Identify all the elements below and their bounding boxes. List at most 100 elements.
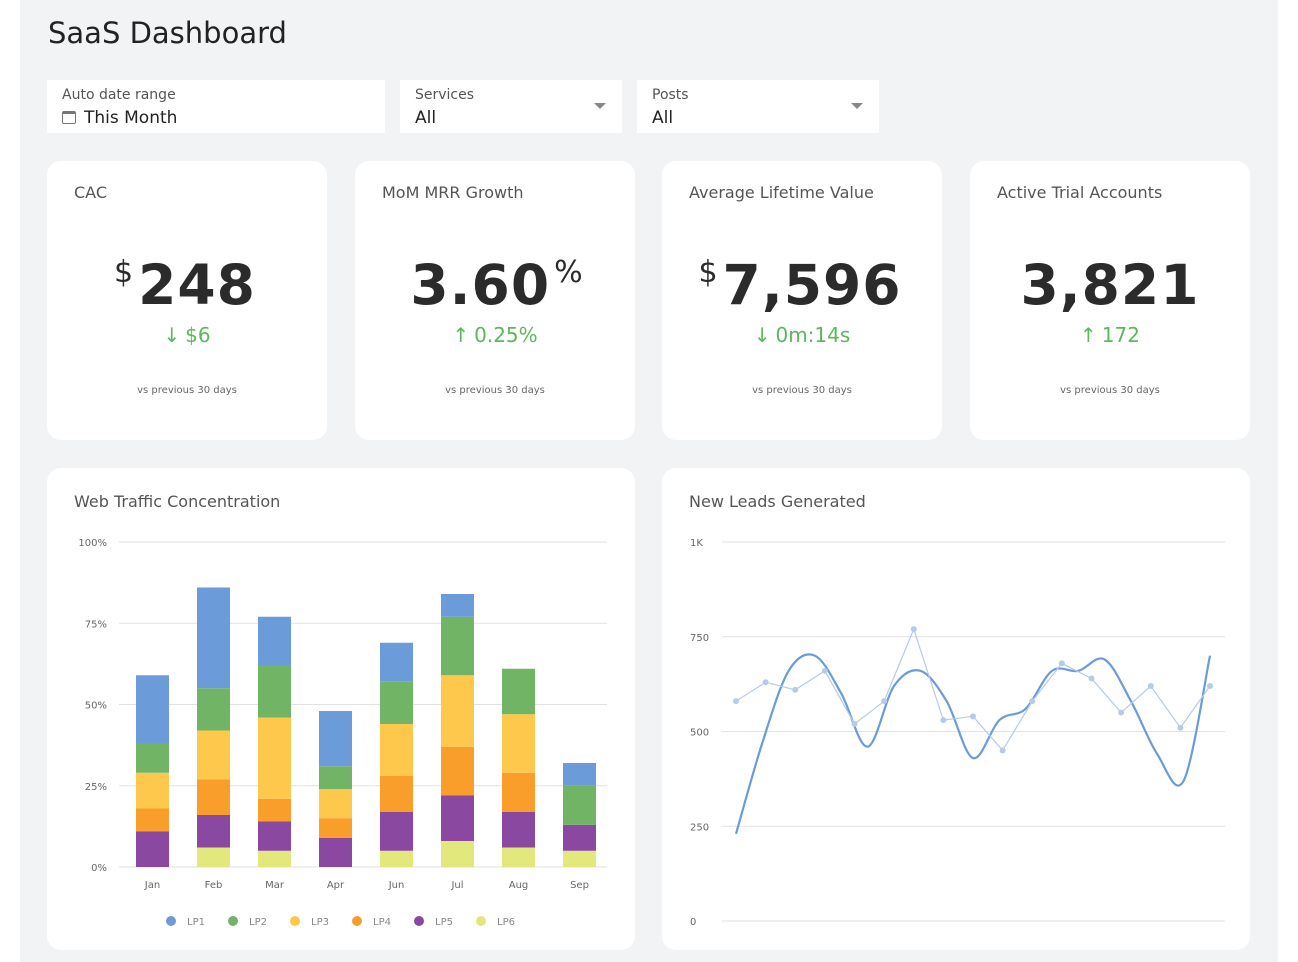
bar-segment-lp1: [197, 587, 230, 689]
arrow-up-icon: ↑: [1080, 323, 1097, 347]
chevron-down-icon[interactable]: [851, 103, 863, 109]
bar-segment-lp4: [380, 776, 413, 812]
services-label: Services: [415, 87, 475, 103]
kpi-number: 248: [138, 253, 256, 317]
bar-segment-lp5: [563, 824, 596, 851]
calendar-icon: [62, 111, 76, 124]
data-point: [1058, 660, 1065, 667]
new-leads-chart: 0 250 500 750 1K: [690, 538, 1225, 928]
web-traffic-chart: 0% 25% 50% 75% 100% Jan Feb Mar Apr Jun Jul Aug Sep L…: [78, 538, 607, 928]
posts-label: Posts: [652, 87, 689, 103]
bar-segment-lp6: [380, 850, 413, 867]
kpi-value: $248: [47, 253, 327, 317]
data-point: [821, 667, 828, 674]
data-point: [1029, 698, 1036, 705]
y-tick-label: 1K: [690, 538, 703, 549]
y-tick-label: 0%: [91, 863, 107, 874]
y-tick-label: 75%: [85, 619, 107, 630]
legend-label: LP1: [187, 917, 205, 928]
series-line-smooth: [734, 653, 1212, 835]
legend-marker: [352, 916, 362, 926]
bar-segment-lp2: [197, 688, 230, 731]
data-point: [1147, 683, 1154, 690]
kpi-card-cac: CAC $248 ↓ $6 vs previous 30 days: [47, 161, 327, 440]
legend-marker: [228, 916, 238, 926]
legend-marker: [414, 916, 424, 926]
legend-marker: [290, 916, 300, 926]
bar-segment-lp1: [136, 675, 169, 744]
bar-segment-lp2: [380, 681, 413, 724]
date-range-filter[interactable]: Auto date range This Month: [47, 80, 385, 133]
chart-title: New Leads Generated: [689, 492, 866, 511]
chevron-down-icon[interactable]: [594, 103, 606, 109]
bar-segment-lp4: [502, 772, 535, 812]
x-tick-label: Sep: [570, 880, 589, 891]
kpi-prefix: $: [698, 255, 719, 290]
bar-segment-lp6: [258, 850, 291, 867]
kpi-delta-value: $6: [185, 323, 211, 347]
data-point: [733, 698, 739, 705]
bar-segment-lp5: [319, 837, 352, 867]
bar-segment-lp4: [319, 818, 352, 838]
x-tick-label: Jul: [450, 880, 463, 891]
arrow-down-icon: ↓: [753, 323, 771, 347]
kpi-number: 3,821: [1020, 253, 1200, 317]
bar-segment-lp6: [197, 847, 230, 867]
services-value: All: [415, 108, 437, 128]
new-leads-chart-card: New Leads Generated 0 250 500 750 1K: [662, 468, 1250, 950]
kpi-card-mrr-growth: MoM MRR Growth 3.60% ↑ 0.25% vs previous …: [355, 161, 635, 440]
legend-label: LP2: [249, 917, 267, 928]
kpi-prefix: $: [114, 255, 135, 290]
data-point: [762, 679, 769, 686]
bar-segment-lp5: [136, 831, 169, 867]
x-tick-label: Mar: [265, 880, 285, 891]
bar-segment-lp3: [319, 789, 352, 819]
kpi-label: MoM MRR Growth: [382, 183, 524, 202]
x-tick-label: Jan: [144, 880, 160, 891]
kpi-card-active-trials: Active Trial Accounts 3,821 ↑ 172 vs prev…: [970, 161, 1250, 440]
legend-label: LP5: [435, 917, 453, 928]
kpi-delta: ↓ 0m:14s: [662, 323, 942, 347]
y-tick-label: 750: [690, 633, 709, 644]
kpi-number: 3.60: [410, 253, 551, 317]
services-filter[interactable]: Services All: [400, 80, 622, 133]
kpi-value: 3.60%: [355, 253, 635, 317]
data-point: [940, 717, 947, 724]
data-point: [851, 720, 858, 727]
data-point: [970, 713, 976, 720]
arrow-down-icon: ↓: [163, 323, 181, 347]
kpi-number: 7,596: [722, 253, 902, 317]
chart-title: Web Traffic Concentration: [74, 492, 281, 511]
bar-segment-lp1: [563, 763, 596, 786]
bar-segment-lp6: [502, 847, 535, 867]
kpi-label: Active Trial Accounts: [997, 183, 1163, 202]
legend-marker: [166, 916, 176, 926]
kpi-comparison-note: vs previous 30 days: [1060, 385, 1160, 396]
bar-segment-lp6: [563, 850, 596, 867]
kpi-card-lifetime-value: Average Lifetime Value $7,596 ↓ 0m:14s vs…: [662, 161, 942, 440]
posts-value: All: [652, 108, 674, 128]
y-tick-label: 500: [690, 728, 709, 739]
data-point: [1177, 724, 1184, 731]
legend-label: LP4: [373, 917, 391, 928]
data-point: [1207, 683, 1213, 690]
data-point: [792, 686, 799, 693]
posts-filter[interactable]: Posts All: [637, 80, 879, 133]
bar-segment-lp3: [258, 717, 291, 799]
bar-segment-lp4: [197, 779, 230, 815]
bar-segment-lp5: [380, 811, 413, 851]
bar-segment-lp5: [197, 815, 230, 848]
kpi-delta: ↑ 172: [970, 323, 1250, 347]
bar-segment-lp2: [319, 766, 352, 789]
bar-segment-lp2: [136, 743, 169, 773]
arrow-up-icon: ↑: [452, 323, 470, 347]
y-tick-label: 100%: [78, 538, 107, 549]
kpi-delta: ↑ 0.25%: [355, 323, 635, 347]
bar-segment-lp1: [441, 594, 474, 617]
bar-segment-lp3: [380, 724, 413, 776]
bar-segment-lp2: [441, 616, 474, 676]
kpi-delta: ↓ $6: [47, 323, 327, 347]
data-point: [1118, 709, 1125, 716]
bar-segment-lp3: [136, 772, 169, 809]
bar-segment-lp1: [380, 642, 413, 682]
